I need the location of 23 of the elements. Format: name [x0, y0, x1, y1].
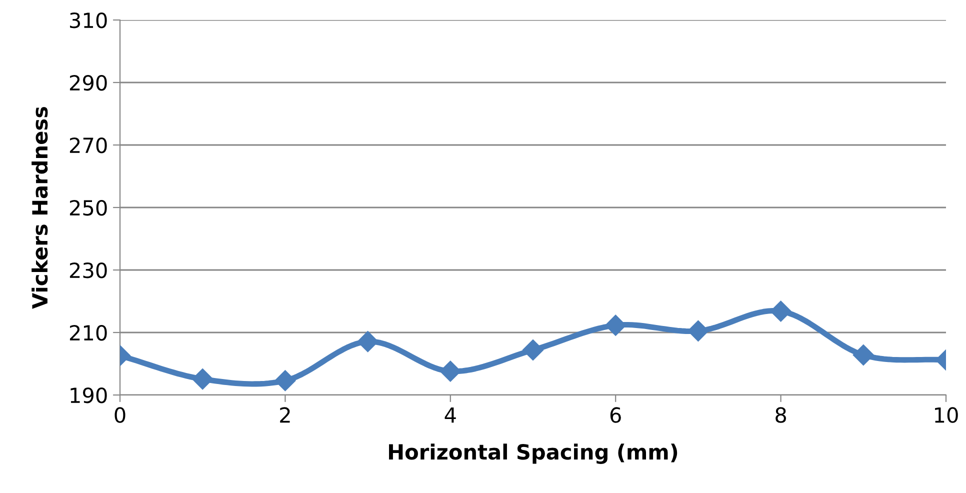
point [192, 368, 214, 390]
x-axis-title: Horizontal Spacing (mm) [389, 444, 678, 464]
y-axis-title: Vickers Hardness [32, 106, 48, 309]
y-tick-label: 270 [70, 137, 107, 154]
point [688, 320, 709, 342]
y-tick-label: 250 [70, 200, 107, 216]
y-tick-label: 290 [70, 74, 107, 91]
point [605, 314, 626, 336]
x-tick-label: 4 [444, 407, 456, 423]
y-tick-label: 230 [70, 262, 107, 278]
y-tick-label: 190 [70, 387, 107, 404]
x-tick-label: 10 [935, 407, 958, 423]
x-tick-label: 0 [114, 407, 126, 423]
point [274, 370, 296, 392]
x-tick-label: 8 [776, 407, 786, 423]
y-tick-label: 210 [70, 324, 107, 341]
x-tick-label: 2 [280, 407, 290, 423]
point [852, 344, 874, 366]
point [770, 300, 792, 322]
x-tick-label: 6 [610, 407, 621, 423]
y-tick-label: 310 [70, 12, 107, 28]
point [357, 331, 378, 352]
point [522, 339, 544, 361]
